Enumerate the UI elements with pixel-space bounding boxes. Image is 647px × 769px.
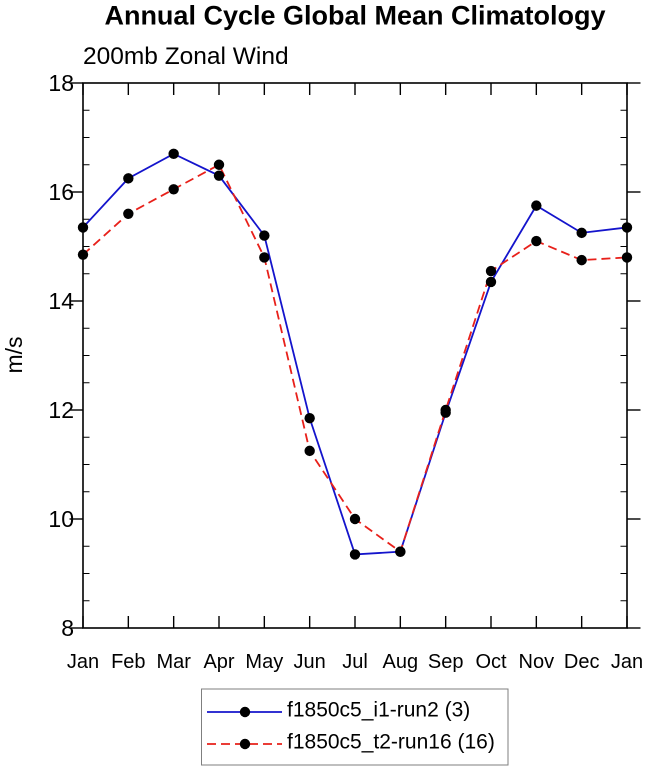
svg-text:Sep: Sep [428,651,464,673]
svg-text:10: 10 [48,506,74,532]
svg-text:Aug: Aug [383,651,419,673]
svg-text:Dec: Dec [564,651,600,673]
svg-text:200mb Zonal Wind: 200mb Zonal Wind [83,43,289,70]
svg-text:Oct: Oct [475,651,507,673]
svg-text:Jan: Jan [67,651,99,673]
svg-text:Annual Cycle Global Mean Clima: Annual Cycle Global Mean Climatology [104,1,605,31]
svg-text:Apr: Apr [203,651,234,673]
svg-text:14: 14 [48,288,74,314]
svg-text:18: 18 [48,70,74,96]
svg-text:m/s: m/s [1,336,27,373]
svg-text:Jun: Jun [294,651,326,673]
svg-text:8: 8 [61,615,74,641]
svg-text:Jul: Jul [342,651,368,673]
svg-text:Mar: Mar [156,651,191,673]
svg-text:Feb: Feb [111,651,145,673]
svg-text:f1850c5_i1-run2 (3): f1850c5_i1-run2 (3) [287,699,470,722]
svg-text:16: 16 [48,179,74,205]
svg-text:f1850c5_t2-run16 (16): f1850c5_t2-run16 (16) [287,731,495,754]
svg-text:May: May [245,651,283,673]
svg-text:Nov: Nov [519,651,555,673]
svg-text:Jan: Jan [611,651,643,673]
svg-text:12: 12 [48,397,74,423]
